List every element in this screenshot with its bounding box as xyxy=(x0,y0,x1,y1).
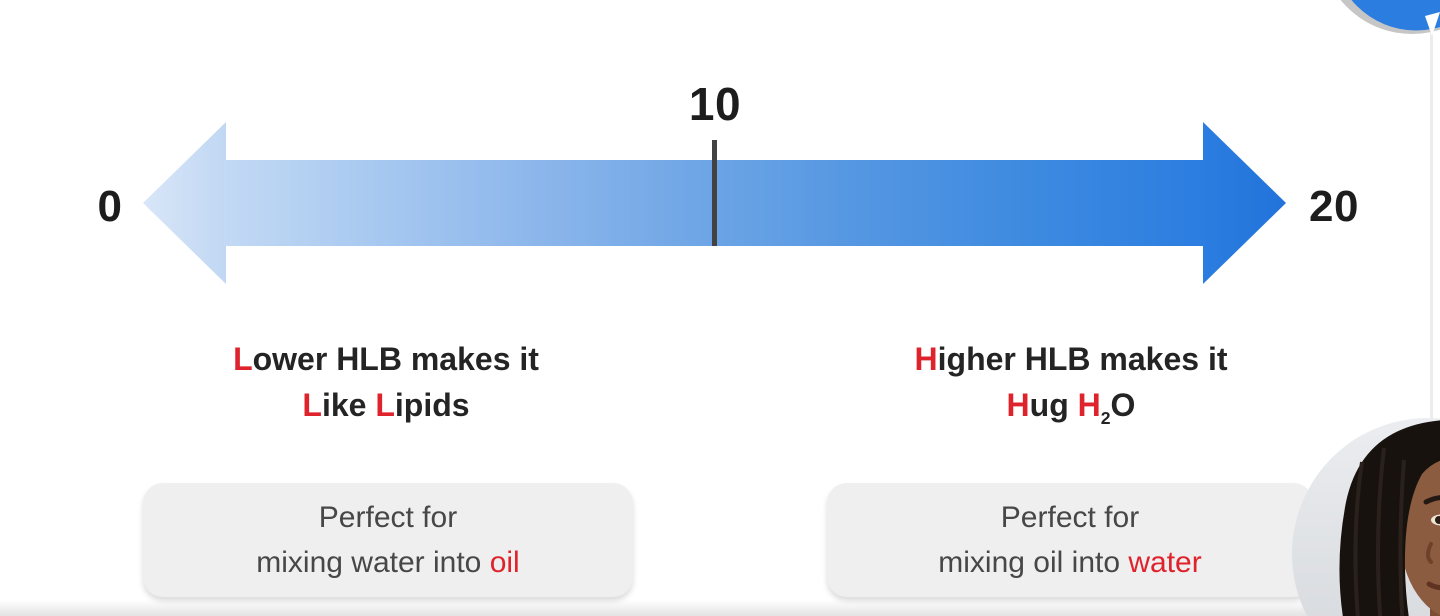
water-into-oil-box-line1: Perfect for xyxy=(318,501,458,534)
scale-mid-label: 10 xyxy=(688,78,742,130)
low-hlb-caption: Lower HLB makes it Like Lipids xyxy=(186,336,586,428)
high-hlb-caption-line2: Hug H2O xyxy=(1006,387,1136,428)
high-hlb-caption-line1: Higher HLB makes it xyxy=(914,341,1228,377)
oil-into-water-box: Perfect for mixing oil into water xyxy=(827,483,1313,597)
arrow-right-head xyxy=(1203,122,1286,284)
low-hlb-caption-line1: Lower HLB makes it xyxy=(233,341,539,377)
presenter-photo-icon xyxy=(1339,420,1440,616)
blue-circle-logo-icon xyxy=(1340,0,1440,36)
slide-edge-divider xyxy=(1430,32,1433,616)
bottom-edge-gradient xyxy=(0,600,1440,616)
oil-into-water-box-line1: Perfect for xyxy=(1000,501,1140,534)
high-hlb-caption: Higher HLB makes it Hug H2O xyxy=(871,336,1271,441)
low-hlb-caption-line2: Like Lipids xyxy=(302,387,470,423)
water-into-oil-box-line2: mixing water into oil xyxy=(256,546,520,579)
scale-min-label: 0 xyxy=(97,182,123,231)
presenter-avatar xyxy=(1292,418,1440,616)
arrow-left-head xyxy=(143,122,226,284)
scale-midpoint-tick xyxy=(712,140,717,246)
scale-max-label: 20 xyxy=(1309,182,1359,231)
oil-into-water-box-line2: mixing oil into water xyxy=(938,546,1202,579)
water-into-oil-box: Perfect for mixing water into oil xyxy=(143,483,633,597)
